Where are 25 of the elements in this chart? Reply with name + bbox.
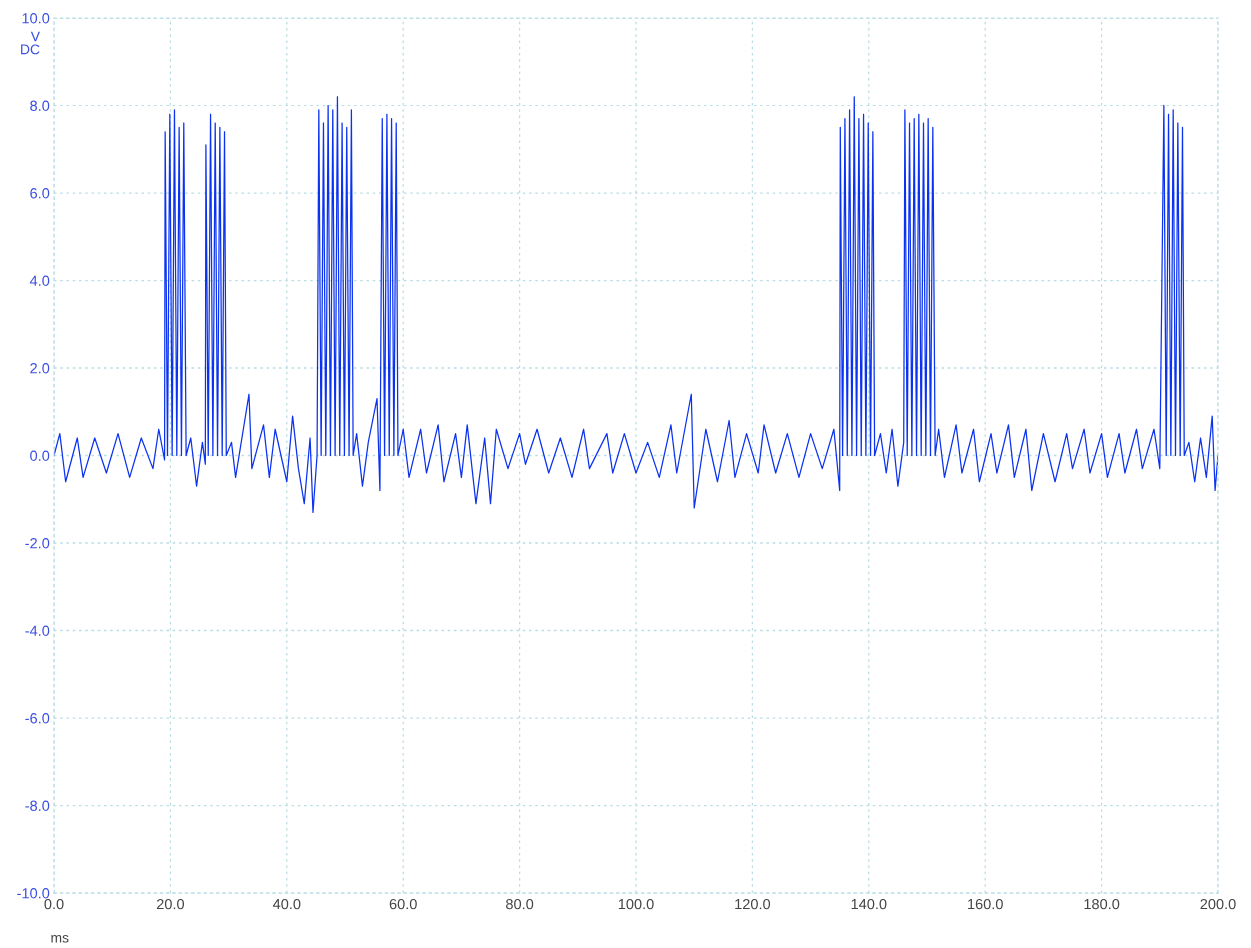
y-tick-label: 0.0 [30, 450, 50, 461]
x-axis-title: ms [51, 934, 69, 943]
y-axis-title: V DC [21, 31, 40, 55]
y-tick-label: 2.0 [30, 363, 50, 374]
x-tick-label: 80.0 [506, 898, 534, 910]
y-tick-label: -4.0 [25, 625, 50, 636]
x-tick-label: 140.0 [851, 898, 887, 910]
y-tick-label: -8.0 [25, 800, 50, 811]
y-tick-label: -10.0 [17, 888, 50, 899]
line-series [54, 96, 1218, 514]
y-tick-label: 10.0 [22, 13, 50, 24]
x-tick-label: 160.0 [968, 898, 1003, 910]
y-tick-label: 8.0 [30, 100, 50, 111]
y-tick-label: -2.0 [25, 538, 50, 549]
y-tick-label: -6.0 [25, 713, 50, 724]
x-tick-label: 100.0 [618, 898, 654, 910]
x-tick-label: 40.0 [272, 898, 301, 910]
x-tick-label: 0.0 [44, 898, 64, 910]
x-tick-label: 200.0 [1200, 898, 1236, 910]
x-tick-label: 20.0 [156, 898, 185, 910]
x-tick-label: 120.0 [735, 898, 771, 910]
x-tick-label: 180.0 [1084, 898, 1120, 910]
y-tick-label: 4.0 [29, 275, 50, 286]
x-tick-label: 60.0 [389, 898, 417, 910]
y-tick-label: 6.0 [30, 188, 50, 199]
